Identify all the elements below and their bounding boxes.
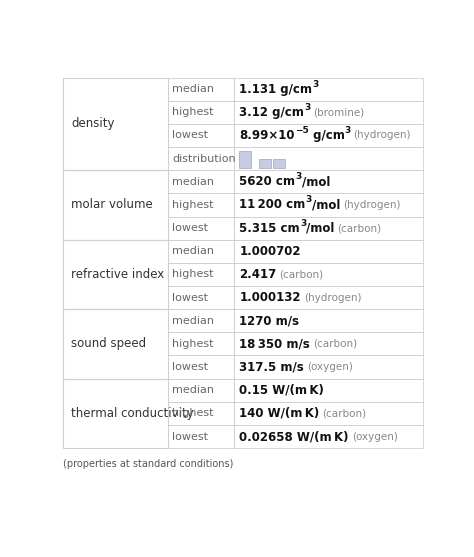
Text: 5.315 cm: 5.315 cm [239, 222, 300, 234]
Bar [168, 217, 234, 240]
Bar [63, 379, 168, 448]
Text: (properties at standard conditions): (properties at standard conditions) [63, 459, 233, 469]
Text: 2.417: 2.417 [239, 268, 276, 281]
Bar [273, 159, 285, 168]
Text: thermal conductivity: thermal conductivity [71, 407, 194, 420]
Text: 317.5 m/s: 317.5 m/s [239, 360, 304, 374]
Text: 3: 3 [304, 102, 310, 112]
Text: median: median [172, 385, 214, 395]
Text: molar volume: molar volume [71, 198, 153, 212]
Bar [168, 333, 234, 355]
Bar [168, 170, 234, 193]
Bar [168, 101, 234, 124]
Text: 1270 m/s: 1270 m/s [239, 314, 299, 328]
Text: density: density [71, 118, 115, 130]
Bar [234, 286, 423, 309]
Text: (carbon): (carbon) [322, 408, 366, 418]
Bar [168, 147, 234, 170]
Bar [63, 77, 168, 170]
Bar [234, 124, 423, 147]
Bar [63, 240, 168, 309]
Text: 11 200 cm: 11 200 cm [239, 198, 306, 212]
Text: (hydrogen): (hydrogen) [354, 130, 411, 140]
Text: g/cm: g/cm [309, 129, 345, 142]
Bar [168, 124, 234, 147]
Bar [63, 170, 168, 240]
Text: lowest: lowest [172, 362, 208, 372]
Text: (oxygen): (oxygen) [352, 432, 398, 442]
Bar [234, 240, 423, 263]
Bar [239, 151, 251, 168]
Text: 140 W/(m K): 140 W/(m K) [239, 407, 319, 420]
Text: median: median [172, 84, 214, 94]
Text: /mol: /mol [306, 222, 335, 234]
Text: 3: 3 [300, 218, 306, 227]
Text: 3: 3 [345, 126, 351, 135]
Text: sound speed: sound speed [71, 338, 146, 350]
Bar [168, 263, 234, 286]
Bar [63, 309, 168, 379]
Text: (carbon): (carbon) [313, 339, 357, 349]
Text: median: median [172, 177, 214, 187]
Text: distribution: distribution [172, 154, 236, 164]
Bar [168, 379, 234, 402]
Text: (oxygen): (oxygen) [307, 362, 353, 372]
Text: highest: highest [172, 270, 213, 280]
Text: refractive index: refractive index [71, 268, 164, 281]
Bar [234, 309, 423, 333]
Text: median: median [172, 316, 214, 326]
Text: 1.131 g/cm: 1.131 g/cm [239, 82, 312, 96]
Bar [234, 425, 423, 448]
Text: 18 350 m/s: 18 350 m/s [239, 338, 310, 350]
Bar [234, 77, 423, 101]
Bar [234, 170, 423, 193]
Bar [234, 101, 423, 124]
Bar [168, 309, 234, 333]
Text: (hydrogen): (hydrogen) [343, 200, 401, 210]
Text: lowest: lowest [172, 292, 208, 302]
Text: 0.02658 W/(m K): 0.02658 W/(m K) [239, 430, 349, 443]
Text: −5: −5 [295, 126, 309, 135]
Text: 3: 3 [312, 80, 319, 89]
Bar [168, 355, 234, 379]
Text: /mol: /mol [312, 198, 340, 212]
Bar [168, 402, 234, 425]
Text: highest: highest [172, 339, 213, 349]
Text: median: median [172, 246, 214, 256]
Bar [168, 240, 234, 263]
Bar [168, 77, 234, 101]
Bar [234, 355, 423, 379]
Text: lowest: lowest [172, 130, 208, 140]
Text: 1.000132: 1.000132 [239, 291, 301, 304]
Bar [234, 217, 423, 240]
Text: highest: highest [172, 200, 213, 210]
Bar [168, 286, 234, 309]
Text: 5620 cm: 5620 cm [239, 175, 295, 188]
Text: (bromine): (bromine) [313, 108, 365, 118]
Text: 3: 3 [295, 172, 301, 181]
Text: /mol: /mol [301, 175, 330, 188]
Text: highest: highest [172, 408, 213, 418]
Bar [168, 425, 234, 448]
Text: (hydrogen): (hydrogen) [304, 292, 361, 302]
Text: 0.15 W/(m K): 0.15 W/(m K) [239, 384, 324, 397]
Bar [234, 379, 423, 402]
Bar [234, 263, 423, 286]
Text: 3.12 g/cm: 3.12 g/cm [239, 106, 304, 119]
Text: lowest: lowest [172, 432, 208, 442]
Bar [234, 402, 423, 425]
Bar [259, 159, 271, 168]
Text: 3: 3 [306, 196, 312, 204]
Text: 1.000702: 1.000702 [239, 245, 301, 258]
Text: 8.99×10: 8.99×10 [239, 129, 295, 142]
Text: lowest: lowest [172, 223, 208, 233]
Bar [234, 147, 423, 170]
Bar [168, 193, 234, 217]
Text: (carbon): (carbon) [337, 223, 382, 233]
Bar [234, 193, 423, 217]
Text: (carbon): (carbon) [280, 270, 324, 280]
Text: highest: highest [172, 108, 213, 118]
Bar [234, 333, 423, 355]
